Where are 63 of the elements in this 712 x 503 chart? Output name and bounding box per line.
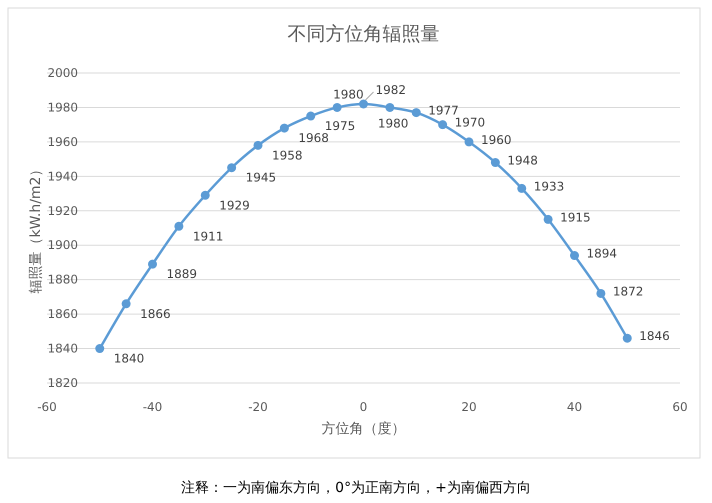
data-label: 1933: [534, 179, 564, 194]
x-axis-title: 方位角（度）: [322, 421, 406, 437]
point: [385, 102, 394, 112]
y-tick-label: 1840: [47, 342, 78, 356]
data-label: 1911: [192, 229, 224, 244]
chart-title: 不同方位角辐照量: [288, 23, 440, 45]
point: [148, 260, 157, 269]
point: [464, 137, 474, 146]
point: [596, 288, 606, 298]
point: [254, 140, 262, 150]
point: [359, 100, 368, 108]
y-tick-label: 2000: [47, 66, 78, 80]
point: [227, 163, 236, 172]
y-tick-label: 1880: [47, 272, 78, 287]
data-label: 1975: [324, 119, 356, 134]
x-tick-label: 60: [672, 400, 688, 414]
y-tick-label: 1940: [47, 169, 78, 184]
point: [332, 102, 342, 112]
x-tick-label: 40: [566, 400, 582, 414]
data-label: 1948: [507, 154, 538, 168]
data-label: 1977: [428, 104, 459, 118]
y-tick-label: 1960: [47, 134, 78, 149]
point: [438, 120, 448, 130]
y-tick-label: 1860: [47, 307, 78, 322]
data-label: 1840: [114, 352, 144, 366]
data-label: 1960: [481, 132, 512, 147]
x-tick-label: 0: [360, 400, 368, 414]
point: [622, 334, 632, 343]
data-label: 1929: [219, 198, 250, 212]
data-label: 1982: [376, 83, 406, 97]
data-label: 1846: [639, 329, 670, 344]
data-label: 1872: [612, 284, 644, 298]
data-label: 1980: [378, 116, 408, 130]
point: [570, 251, 579, 260]
point: [280, 124, 289, 133]
point: [200, 190, 210, 200]
point: [306, 112, 316, 121]
x-tick-label: -60: [37, 400, 57, 414]
point: [95, 344, 104, 354]
text: 注释：一为南偏东方向，0°为正南方向，+为南偏西方向: [181, 480, 531, 496]
data-label: 1970: [454, 116, 486, 130]
y-tick-label: 1980: [47, 100, 78, 114]
point: [544, 214, 553, 224]
data-label: 1945: [246, 170, 276, 185]
x-tick-label: -20: [248, 400, 268, 414]
data-label: 1968: [298, 131, 329, 146]
y-tick-label: 1900: [47, 238, 78, 252]
data-label: 1866: [140, 306, 171, 321]
x-tick-label: 20: [461, 400, 477, 414]
y-axis-title: 辐照量（kW.h/m2）: [28, 162, 44, 294]
data-label: 1980: [333, 87, 364, 102]
point: [174, 222, 184, 231]
point: [490, 158, 500, 168]
point: [122, 299, 131, 308]
data-label: 1889: [166, 267, 198, 282]
data-label: 1894: [586, 246, 618, 261]
x-tick-label: -40: [142, 400, 162, 414]
data-label: 1958: [272, 148, 303, 162]
y-tick-label: 1920: [47, 204, 78, 218]
y-tick-label: 1820: [47, 376, 78, 390]
point: [517, 184, 526, 193]
point: [412, 108, 421, 118]
data-label: 1915: [560, 210, 591, 224]
